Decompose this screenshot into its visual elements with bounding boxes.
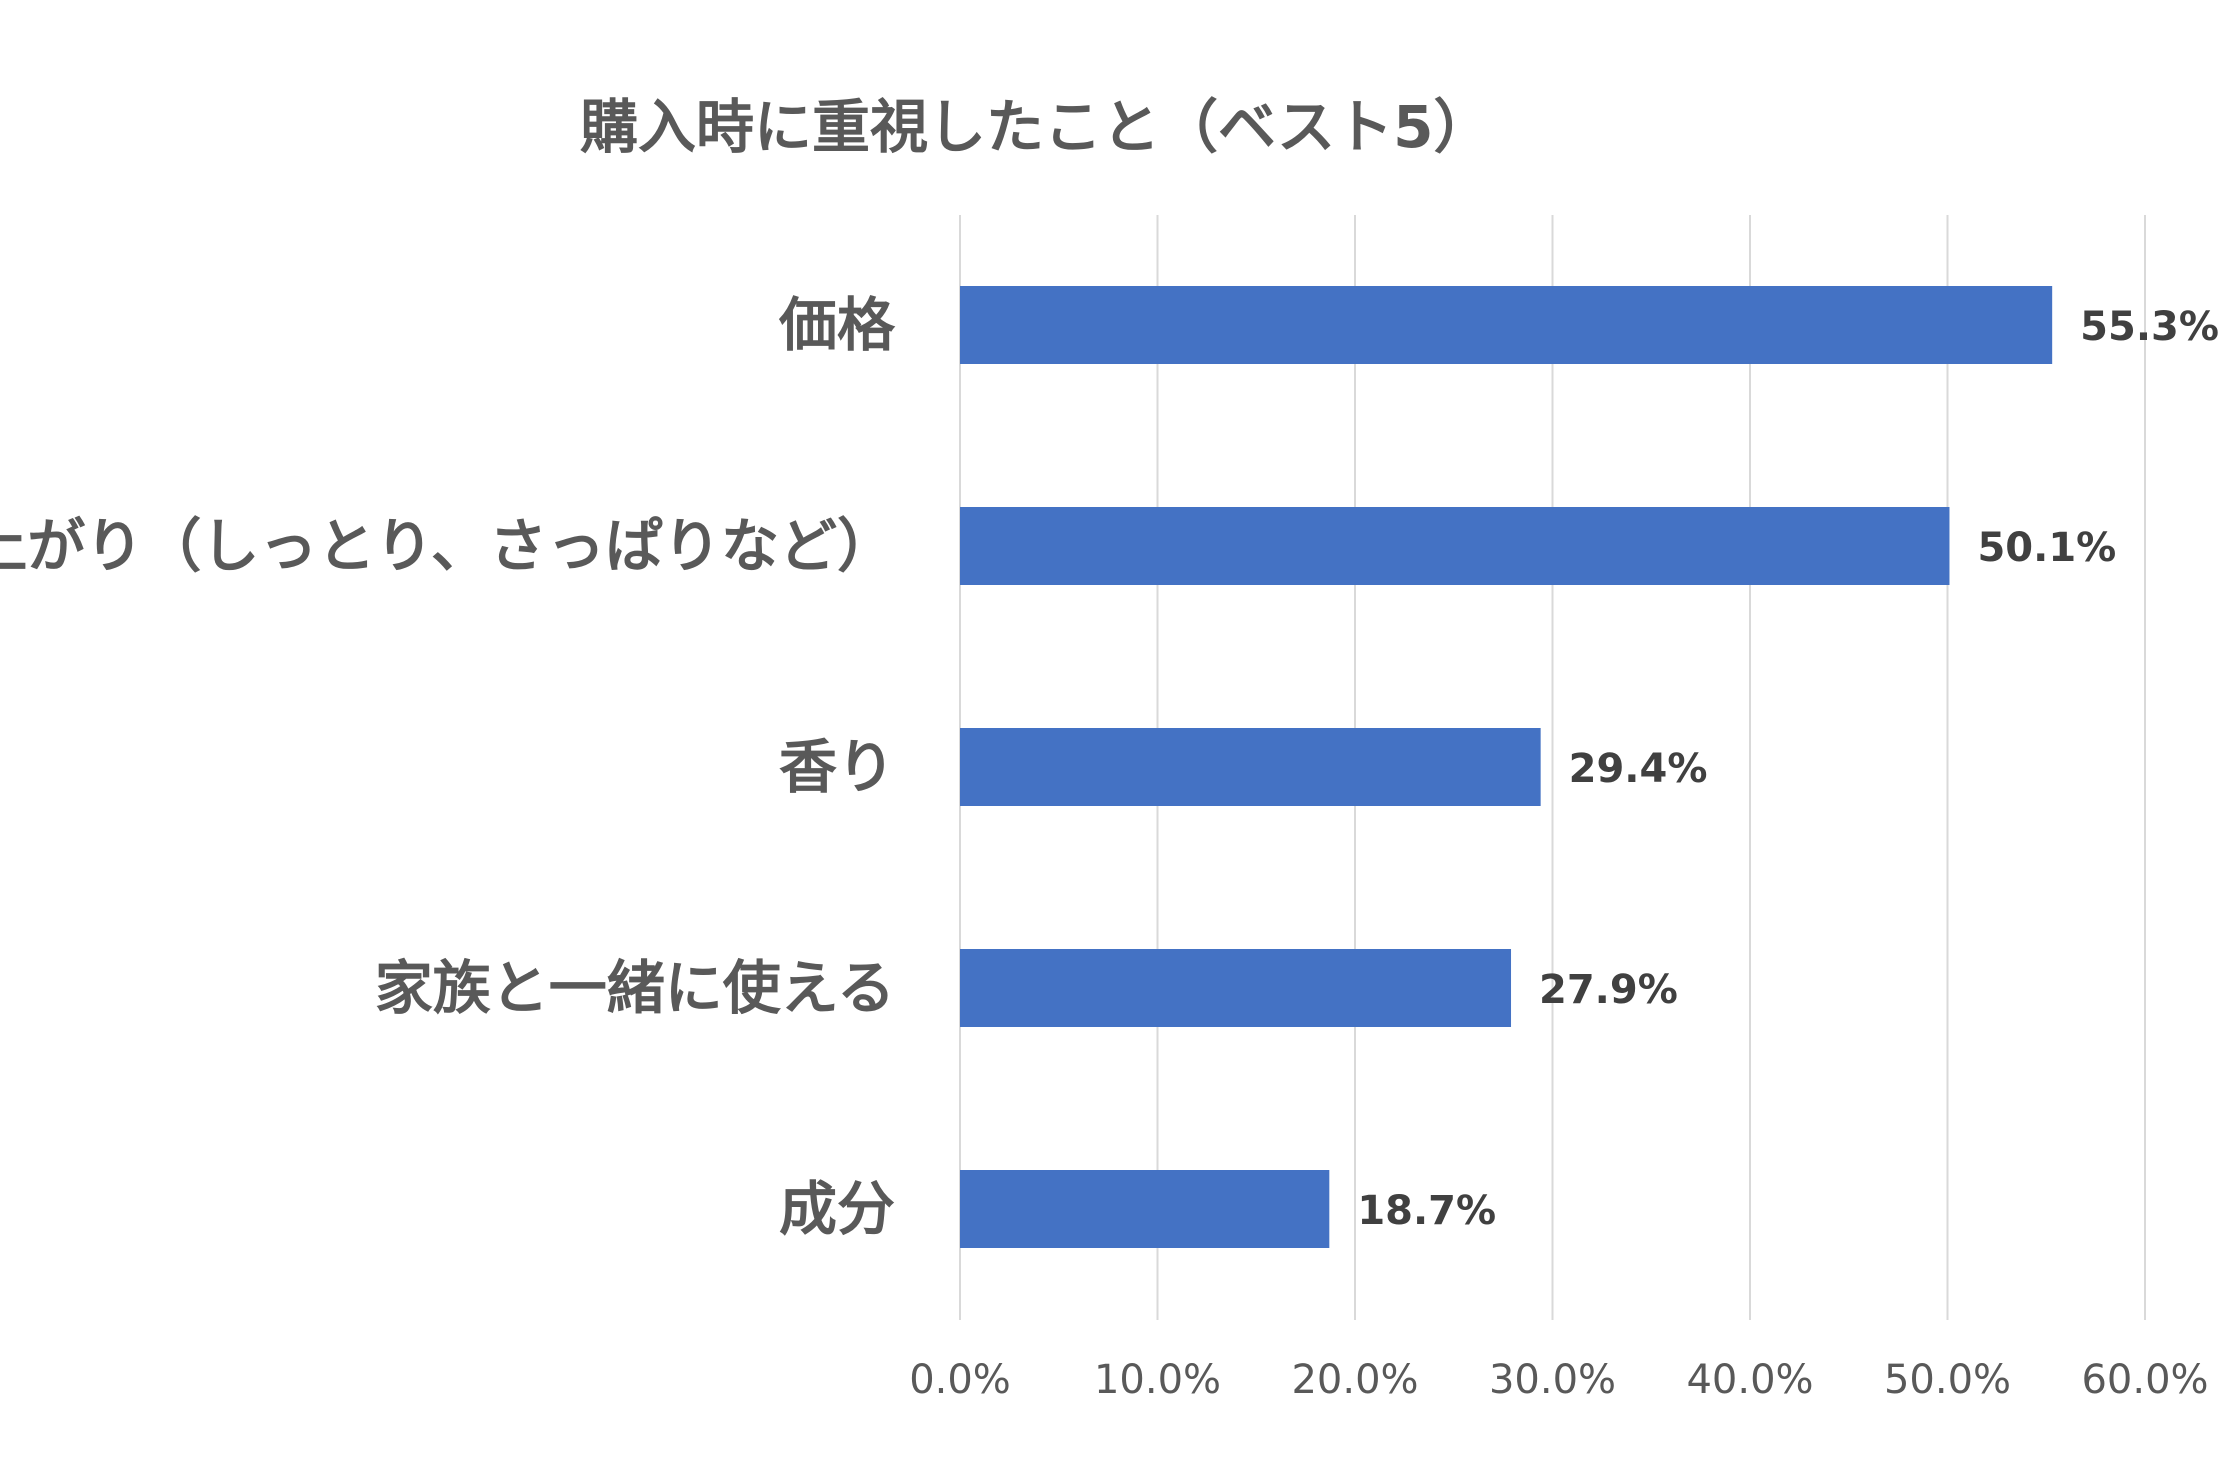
category-label-3: 家族と一緒に使える [375,954,895,1022]
bar-0 [960,286,2053,364]
chart-title: 購入時に重視したこと（ベスト5） [580,93,1492,161]
x-tick-label-1: 10.0% [1094,1357,1221,1403]
category-label-1: 仕上がり（しっとり、さっぱりなど） [0,512,895,580]
category-label-4: 成分 [779,1175,895,1243]
category-label-2: 香り [779,733,895,801]
data-label-3: 27.9% [1539,967,1678,1013]
data-label-0: 55.3% [2080,304,2219,350]
data-label-2: 29.4% [1569,746,1708,792]
bar-4 [960,1170,1330,1248]
category-label-0: 価格 [778,291,896,359]
x-tick-label-2: 20.0% [1291,1357,1418,1403]
data-label-4: 18.7% [1357,1188,1496,1234]
x-tick-label-4: 40.0% [1686,1357,1813,1403]
x-axis-tick-labels: 0.0% 10.0% 20.0% 30.0% 40.0% 50.0% 60.0% [909,1357,2208,1403]
bar-3 [960,949,1512,1027]
x-tick-label-3: 30.0% [1489,1357,1616,1403]
data-label-1: 50.1% [1977,525,2116,571]
x-tick-label-0: 0.0% [909,1357,1011,1403]
bar-2 [960,728,1541,806]
data-labels: 55.3% 50.1% 29.4% 27.9% 18.7% [1357,304,2219,1234]
bars [960,286,2053,1248]
x-tick-label-5: 50.0% [1884,1357,2011,1403]
x-tick-label-6: 60.0% [2081,1357,2208,1403]
bar-1 [960,507,1950,585]
